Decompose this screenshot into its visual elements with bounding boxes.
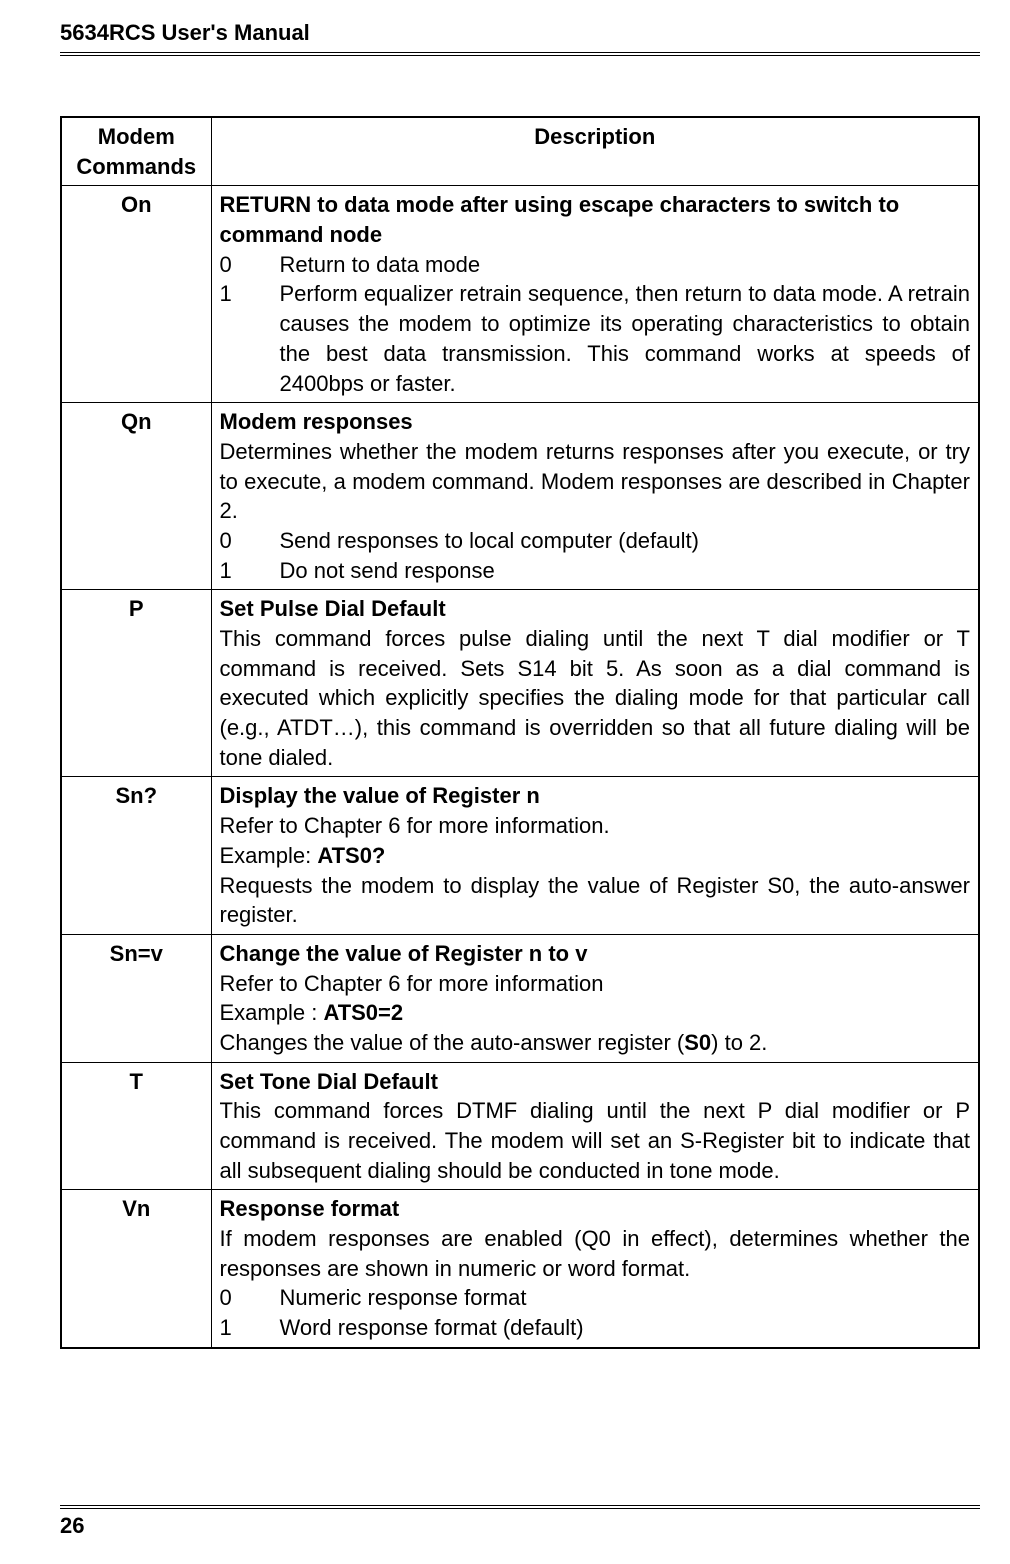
page-number: 26 [60,1513,84,1538]
row-body: Refer to Chapter 6 for more information [220,969,971,999]
row-body: If modem responses are enabled (Q0 in ef… [220,1224,971,1283]
row-body: This command forces pulse dialing until … [220,624,971,772]
desc-cell: Display the value of Register n Refer to… [211,777,979,934]
row-title: RETURN to data mode after using escape c… [220,190,971,249]
row-title: Set Tone Dial Default [220,1067,971,1097]
table-row: Sn=v Change the value of Register n to v… [61,934,979,1062]
example-line: Example: ATS0? [220,841,971,871]
option-text: Return to data mode [280,250,971,280]
option-row: 0 Return to data mode [220,250,971,280]
row-title: Modem responses [220,407,971,437]
example-label: Example: [220,843,318,868]
page-header: 5634RCS User's Manual [60,20,980,56]
option-number: 0 [220,526,280,556]
option-number: 0 [220,250,280,280]
modem-commands-table: Modem Commands Description On RETURN to … [60,116,980,1349]
cmd-cell: On [61,186,211,403]
row-body: Determines whether the modem returns res… [220,437,971,526]
col-header-description: Description [211,117,979,186]
desc-cell: Change the value of Register n to v Refe… [211,934,979,1062]
desc-cell: RETURN to data mode after using escape c… [211,186,979,403]
row-extra: Changes the value of the auto-answer reg… [220,1028,971,1058]
table-row: Qn Modem responses Determines whether th… [61,403,979,590]
cmd-cell: T [61,1062,211,1190]
row-title: Display the value of Register n [220,781,971,811]
option-text: Send responses to local computer (defaul… [280,526,971,556]
option-text: Perform equalizer retrain sequence, then… [280,279,971,398]
col-header-commands: Modem Commands [61,117,211,186]
cmd-cell: Sn? [61,777,211,934]
option-row: 1 Do not send response [220,556,971,586]
table-row: On RETURN to data mode after using escap… [61,186,979,403]
option-row: 0 Send responses to local computer (defa… [220,526,971,556]
table-row: T Set Tone Dial Default This command for… [61,1062,979,1190]
example-label: Example : [220,1000,324,1025]
document-page: 5634RCS User's Manual Modem Commands Des… [0,0,1010,1564]
row-title: Change the value of Register n to v [220,939,971,969]
option-number: 0 [220,1283,280,1313]
option-row: 1 Word response format (default) [220,1313,971,1343]
option-row: 0 Numeric response format [220,1283,971,1313]
row-body: Refer to Chapter 6 for more information. [220,811,971,841]
cmd-cell: Sn=v [61,934,211,1062]
cmd-cell: Vn [61,1190,211,1348]
cmd-cell: P [61,590,211,777]
option-text: Numeric response format [280,1283,971,1313]
option-text: Word response format (default) [280,1313,971,1343]
desc-cell: Set Tone Dial Default This command force… [211,1062,979,1190]
table-row: Vn Response format If modem responses ar… [61,1190,979,1348]
table-row: Sn? Display the value of Register n Refe… [61,777,979,934]
example-bold: ATS0? [317,843,385,868]
example-bold: ATS0=2 [323,1000,403,1025]
table-header-row: Modem Commands Description [61,117,979,186]
option-number: 1 [220,1313,280,1343]
desc-cell: Response format If modem responses are e… [211,1190,979,1348]
option-number: 1 [220,279,280,398]
cmd-cell: Qn [61,403,211,590]
extra-post: ) to 2. [711,1030,767,1055]
extra-pre: Changes the value of the auto-answer reg… [220,1030,685,1055]
row-extra: Requests the modem to display the value … [220,871,971,930]
desc-cell: Set Pulse Dial Default This command forc… [211,590,979,777]
option-row: 1 Perform equalizer retrain sequence, th… [220,279,971,398]
table-row: P Set Pulse Dial Default This command fo… [61,590,979,777]
row-title: Response format [220,1194,971,1224]
extra-bold: S0 [684,1030,711,1055]
desc-cell: Modem responses Determines whether the m… [211,403,979,590]
option-number: 1 [220,556,280,586]
row-title: Set Pulse Dial Default [220,594,971,624]
page-footer: 26 [60,1505,980,1539]
row-body: This command forces DTMF dialing until t… [220,1096,971,1185]
option-text: Do not send response [280,556,971,586]
example-line: Example : ATS0=2 [220,998,971,1028]
